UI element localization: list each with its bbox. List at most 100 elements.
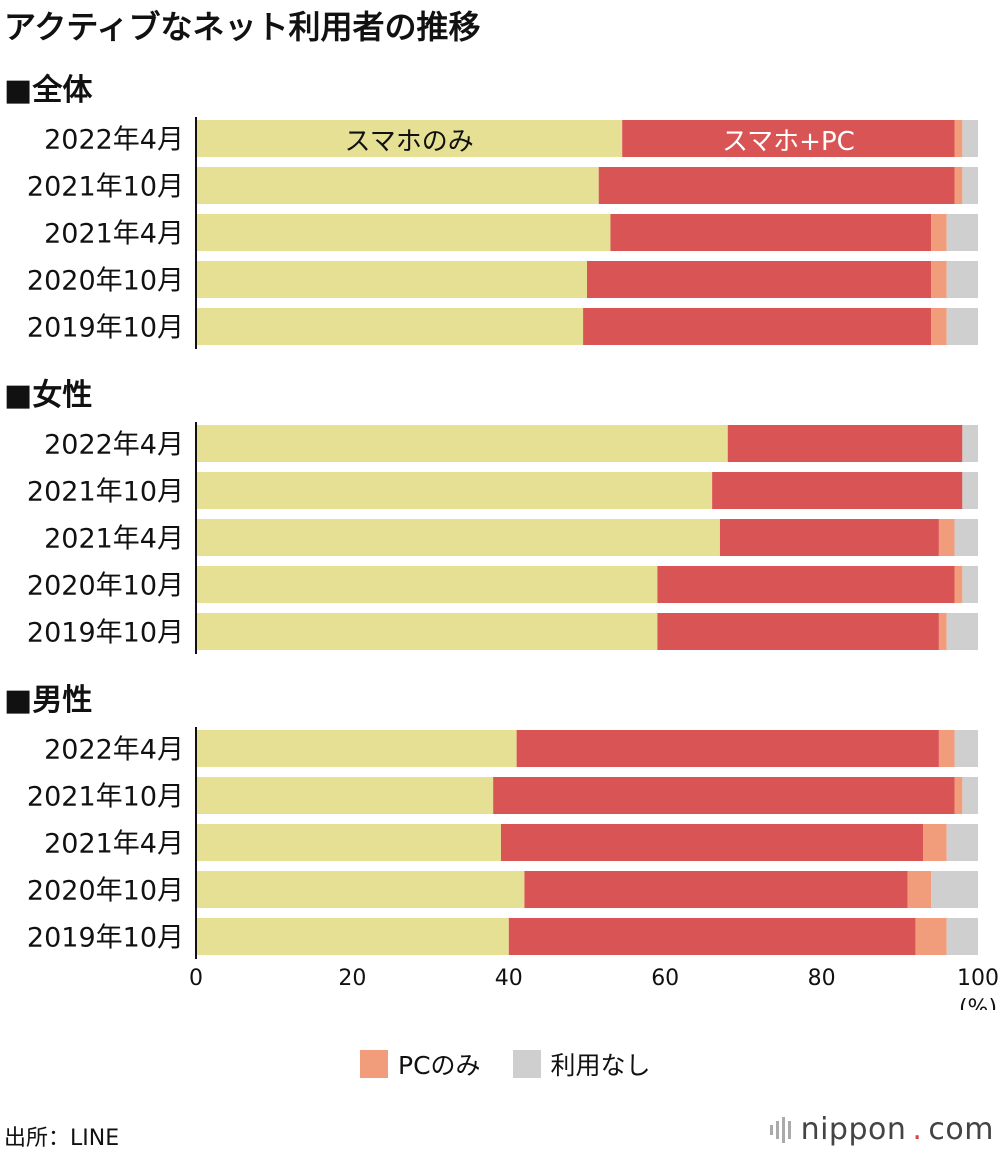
legend-swatch-pc-only <box>360 1050 388 1078</box>
category-label: 2021年10月 <box>27 172 184 203</box>
x-tick-label: 60 <box>651 966 679 991</box>
bar-segment <box>931 261 947 298</box>
legend-label-pc-only: PCのみ <box>398 1051 481 1080</box>
bar-segment <box>962 777 978 814</box>
bar-segment <box>946 214 978 251</box>
bar-segment <box>954 730 978 767</box>
bar-segment <box>946 918 978 955</box>
category-label: 2022年4月 <box>44 430 184 461</box>
bar-segment <box>583 308 932 345</box>
category-label: 2021年10月 <box>27 782 184 813</box>
bar-segment <box>962 120 978 157</box>
bar-segment <box>196 918 509 955</box>
bar-segment <box>907 871 932 908</box>
bar-segment <box>196 730 517 767</box>
bar-segment <box>196 425 728 462</box>
bar-segment <box>954 120 963 157</box>
bar-segment <box>500 824 924 861</box>
bar-segment <box>196 777 494 814</box>
bar-segment <box>719 519 939 556</box>
x-unit-label: (%) <box>959 996 997 1010</box>
bar-segment <box>196 120 623 157</box>
bar-segment <box>196 308 584 345</box>
category-label: 2021年10月 <box>27 477 184 508</box>
category-label: 2020年10月 <box>27 266 184 297</box>
inline-label-smartphone-only: スマホのみ <box>344 127 473 157</box>
bar-segment <box>962 425 978 462</box>
bar-segment <box>946 261 978 298</box>
bar-segment <box>196 472 713 509</box>
bar-segment <box>657 613 939 650</box>
bar-segment <box>915 918 947 955</box>
bar-segment <box>938 519 955 556</box>
legend-item-pc-only: PCのみ <box>360 1046 481 1082</box>
bar-segment <box>923 824 947 861</box>
bar-segment <box>516 730 939 767</box>
bar-segment <box>938 730 955 767</box>
bar-segment <box>954 167 963 204</box>
inline-label-smartphone-pc: スマホ+PC <box>722 127 855 157</box>
legend-swatch-no-use <box>512 1050 541 1078</box>
x-tick-label: 20 <box>338 966 366 991</box>
legend: PCのみ 利用なし <box>360 1046 673 1082</box>
bar-segment <box>196 167 599 204</box>
category-label: 2021年4月 <box>44 829 184 860</box>
group-heading: ■全体 <box>4 73 93 108</box>
bar-segment <box>954 519 978 556</box>
logo-suffix: com <box>928 1112 994 1147</box>
legend-label-no-use: 利用なし <box>550 1051 651 1080</box>
logo-bars-icon <box>769 1116 791 1143</box>
x-tick-label: 80 <box>808 966 836 991</box>
bar-segment <box>610 214 932 251</box>
legend-item-no-use: 利用なし <box>512 1046 651 1082</box>
source-note: 出所：LINE <box>4 1126 120 1151</box>
x-tick-label: 0 <box>189 966 203 991</box>
bar-segment <box>196 519 720 556</box>
category-label: 2020年10月 <box>27 876 184 907</box>
bar-segment <box>946 308 978 345</box>
x-tick-label: 100 <box>957 966 999 991</box>
bar-segment <box>931 308 947 345</box>
bar-segment <box>196 214 611 251</box>
bar-segment <box>962 566 978 603</box>
stacked-bar-chart: アクティブなネット利用者の推移 ■全体 2022年4月 2021年10月 2021年4月… <box>4 8 999 1010</box>
bar-segment <box>598 167 955 204</box>
bar-segment <box>587 261 932 298</box>
chart-title: アクティブなネット利用者の推移 <box>4 8 480 46</box>
bar-segment <box>962 167 978 204</box>
bar-segment <box>946 613 978 650</box>
bar-segment <box>524 871 908 908</box>
bar-segment <box>954 566 963 603</box>
bar-segment <box>196 566 658 603</box>
bar-segment <box>946 824 978 861</box>
bar-segment <box>493 777 955 814</box>
category-label: 2021年4月 <box>44 524 184 555</box>
logo-dot: . <box>912 1112 923 1147</box>
category-label: 2019年10月 <box>27 923 184 954</box>
bar-segment <box>622 120 955 157</box>
bar-segment <box>962 472 978 509</box>
category-label: 2020年10月 <box>27 571 184 602</box>
bar-segment <box>508 918 916 955</box>
category-label: 2021年4月 <box>44 219 184 250</box>
bar-segment <box>727 425 963 462</box>
bar-segment <box>657 566 955 603</box>
bar-segment <box>196 824 501 861</box>
bar-segment <box>712 472 963 509</box>
x-tick-label: 40 <box>495 966 523 991</box>
bar-segment <box>938 613 947 650</box>
bar-segment <box>931 214 947 251</box>
bar-segment <box>196 613 658 650</box>
bar-segment <box>954 777 963 814</box>
bar-segment <box>931 871 978 908</box>
category-label: 2022年4月 <box>44 125 184 156</box>
nippon-logo: nippon. com <box>769 1112 994 1147</box>
bar-segment <box>196 871 525 908</box>
bar-segment <box>196 261 587 298</box>
category-label: 2019年10月 <box>27 618 184 649</box>
category-label: 2022年4月 <box>44 735 184 766</box>
category-label: 2019年10月 <box>27 313 184 344</box>
group-heading: ■男性 <box>4 683 92 718</box>
logo-name: nippon <box>800 1112 907 1147</box>
group-heading: ■女性 <box>4 378 92 413</box>
